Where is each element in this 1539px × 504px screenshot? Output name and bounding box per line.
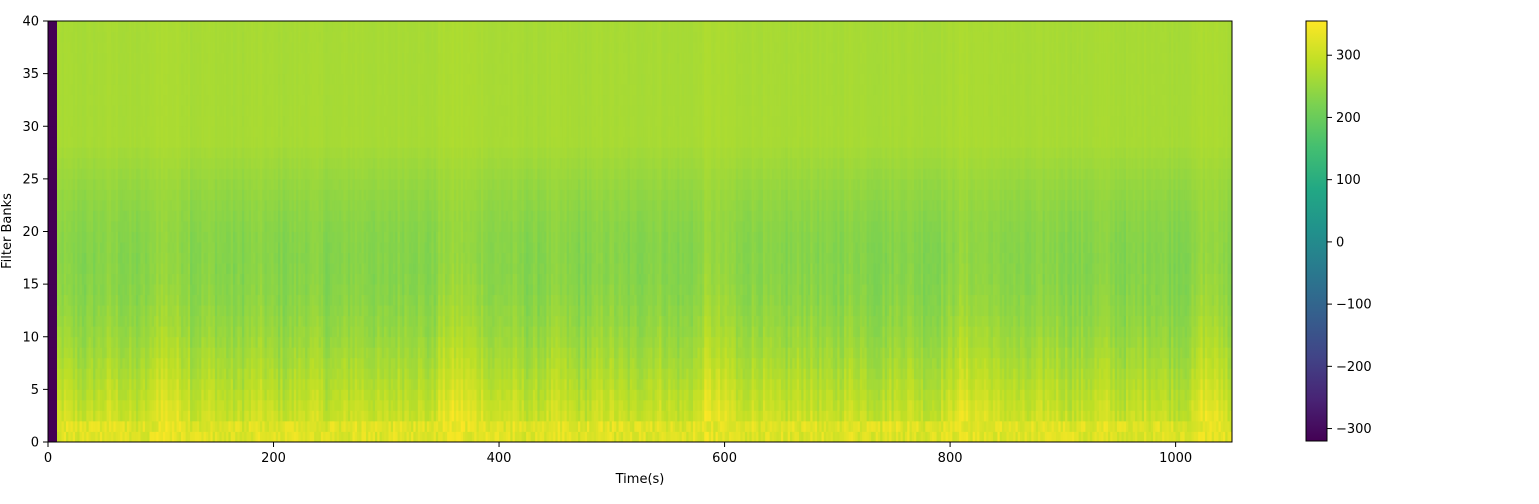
heatmap-cells (48, 21, 1232, 442)
